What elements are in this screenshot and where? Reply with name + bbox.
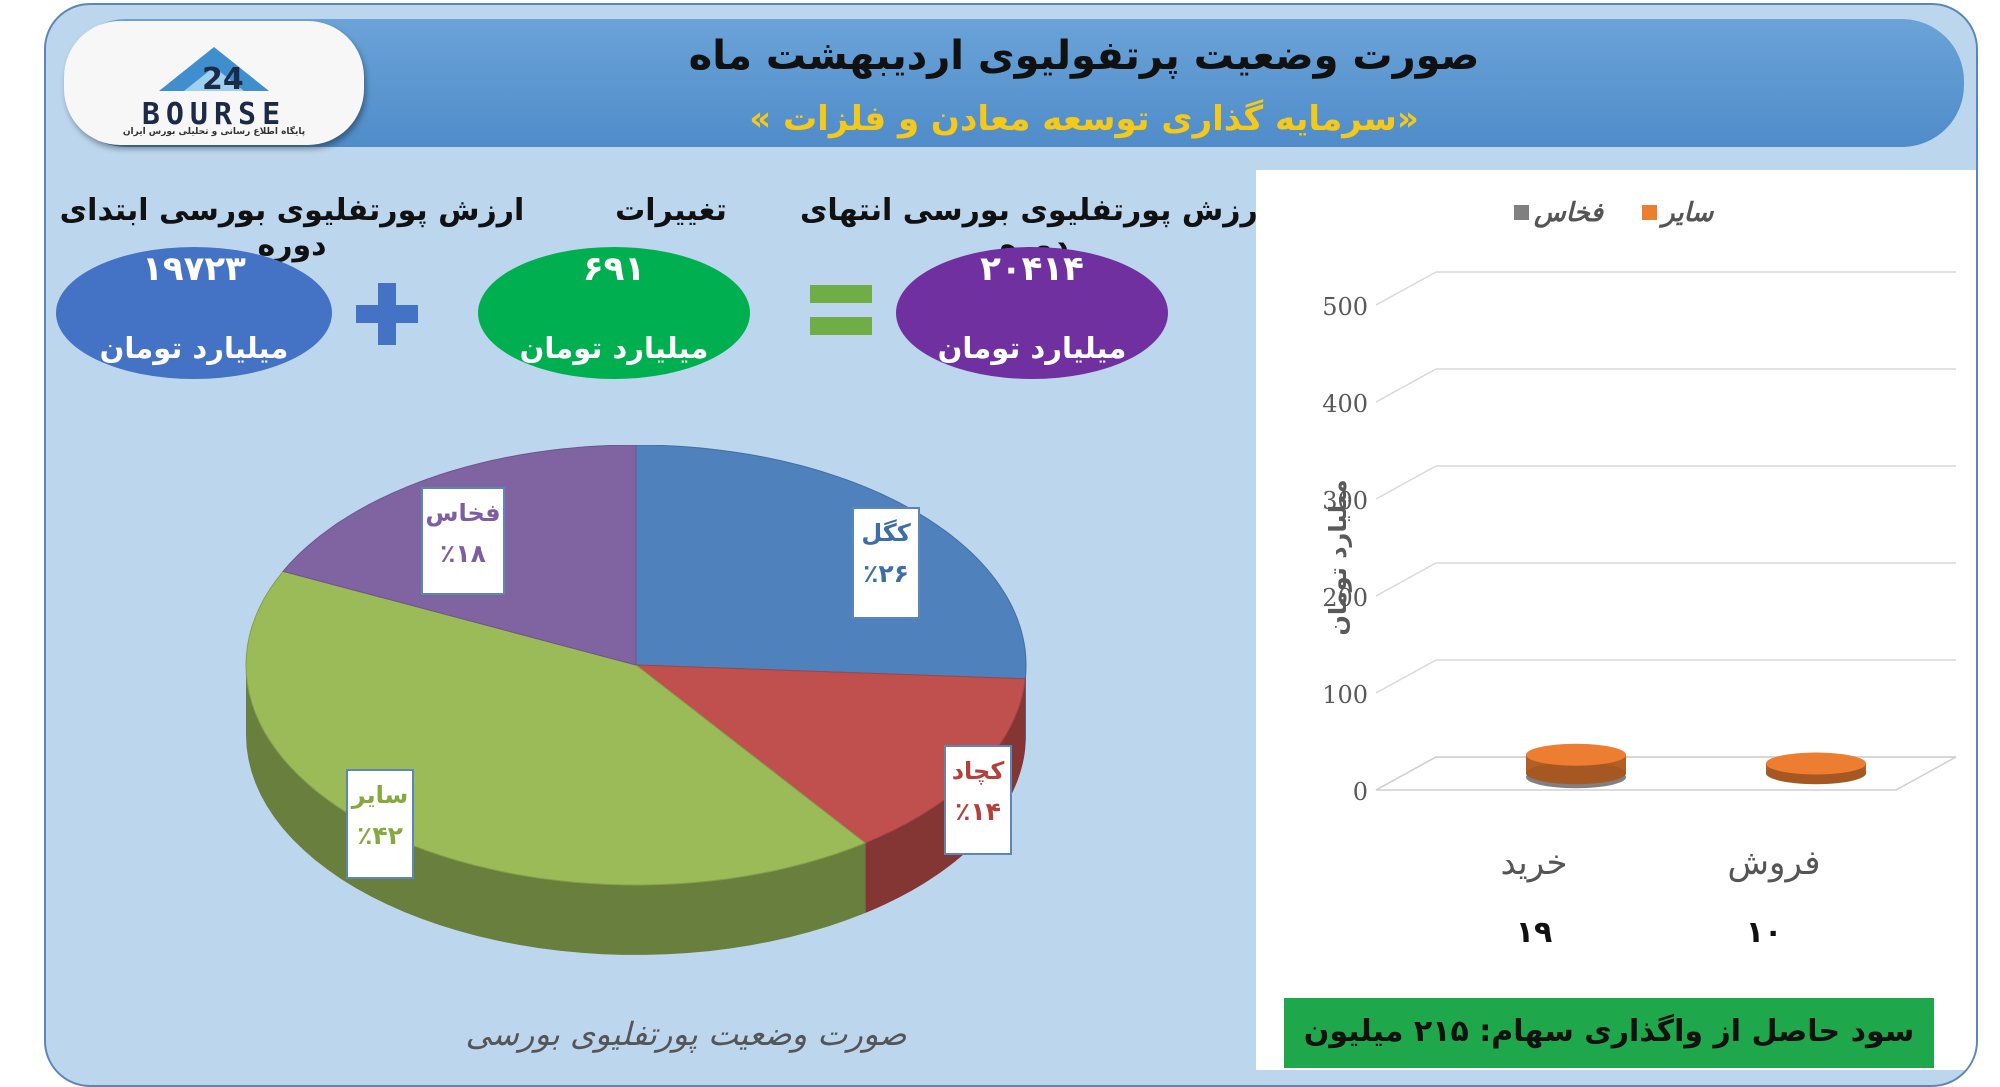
pie-caption: صورت وضعیت پورتفلیوی بورسی: [465, 1015, 907, 1053]
kpi-change-unit: میلیارد تومان: [519, 331, 709, 365]
category-kharid: خرید: [1500, 843, 1568, 883]
kpi-end-value: ۲۰۴۱۴: [980, 249, 1084, 289]
page-subtitle: «سرمایه گذاری توسعه معادن و فلزات »: [749, 99, 1419, 139]
kpi-start-value: ۱۹۷۲۳: [142, 249, 246, 289]
pie-label-fkhas-percent: ٪۱۸: [440, 539, 486, 568]
legend-swatch-sayer: [1642, 205, 1657, 220]
pie-side-2-0: [246, 665, 866, 955]
category-forush: فروش: [1727, 843, 1821, 883]
kpi-start-ellipse: ۱۹۷۲۳ میلیارد تومان: [56, 247, 332, 379]
kpi-start-label: ارزش پورتفلیوی بورسی ابتدای دوره: [59, 193, 525, 263]
bourse-logo: 24 BOURSE پایگاه اطلاع رسانی و تحلیلی بو…: [64, 21, 364, 145]
grid-slant-2: [1375, 562, 1437, 597]
y-axis-label: میلیارد تومان: [1324, 479, 1352, 635]
pie-label-kgol: کگل ٪۲۶: [852, 507, 920, 619]
kpi-end-ellipse: ۲۰۴۱۴ میلیارد تومان: [896, 247, 1168, 379]
legend-fkhas: فخاس: [1534, 198, 1603, 228]
ytick-label-2: 200: [1322, 584, 1368, 612]
header-bar: صورت وضعیت پرتفولیوی اردیبهشت ماه «سرمای…: [64, 19, 1964, 147]
pie-label-kchad: کچاد ٪۱۴: [944, 745, 1012, 855]
grid-slant-5: [1375, 271, 1437, 306]
equals-icon: [810, 285, 872, 335]
pie-side-0-0: [1025, 665, 1026, 749]
value-kharid: ۱۹: [1515, 915, 1553, 950]
pie-label-fkhas-name: فخاس: [425, 499, 501, 527]
kpi-change-label: تغییرات: [615, 193, 727, 228]
svg-text:24: 24: [202, 62, 244, 97]
trade-chart-panel: [1256, 170, 1976, 1070]
kpi-end-label: ارزش پورتفلیوی بورسی انتهای دوره: [799, 193, 1269, 263]
plus-icon: [356, 283, 418, 345]
logo-subtext: پایگاه اطلاع رسانی و تحلیلی بورس ایران: [122, 127, 306, 137]
logo-text: BOURSE: [141, 97, 287, 132]
dashboard-frame: صورت وضعیت پرتفولیوی اردیبهشت ماه «سرمای…: [44, 3, 1978, 1087]
pie-label-kgol-percent: ٪۲۶: [863, 559, 909, 588]
pie-label-sayer: سایر ٪۴۲: [346, 769, 414, 879]
grid-slant-3: [1375, 465, 1437, 500]
ytick-label-1: 100: [1322, 681, 1368, 709]
value-forush: ۱۰: [1745, 915, 1783, 950]
legend-swatch-fkhas: [1514, 205, 1529, 220]
legend-sayer: سایر: [1662, 198, 1714, 228]
kpi-start-unit: میلیارد تومان: [99, 331, 289, 365]
bar-sayer-bottom-0: [1526, 762, 1626, 785]
bar-sayer-top-0: [1526, 743, 1626, 766]
ytick-label-5: 500: [1322, 293, 1368, 321]
page-title: صورت وضعیت پرتفولیوی اردیبهشت ماه: [688, 33, 1480, 79]
bar-sayer-top-1: [1766, 752, 1866, 775]
pie-slice-0: [635, 445, 1027, 680]
pie-label-sayer-name: سایر: [351, 781, 409, 809]
pie-label-kchad-percent: ٪۱۴: [955, 797, 1001, 826]
pie-label-kgol-name: کگل: [861, 519, 911, 547]
ytick-label-4: 400: [1322, 390, 1368, 418]
kpi-change-value: ۶۹۱: [582, 249, 646, 289]
pie-side-1-0: [865, 678, 1026, 913]
kpi-end-unit: میلیارد تومان: [937, 331, 1127, 365]
chart-floor: [1375, 756, 1957, 791]
ytick-label-3: 300: [1322, 487, 1368, 515]
grid-slant-1: [1375, 659, 1437, 694]
logo-mark-icon: 24: [159, 47, 269, 97]
grid-slant-4: [1375, 368, 1437, 403]
kpi-change-ellipse: ۶۹۱ میلیارد تومان: [478, 247, 750, 379]
pie-label-kchad-name: کچاد: [951, 757, 1005, 785]
ytick-label-0: 0: [1353, 778, 1368, 806]
pie-label-sayer-percent: ٪۴۲: [357, 821, 403, 850]
profit-banner: سود حاصل از واگذاری سهام: ۲۱۵ میلیون توم…: [1284, 998, 1934, 1085]
pie-label-fkhas: فخاس ٪۱۸: [421, 487, 505, 595]
trade-bar-chart: 0 100 200 300 400 500 میلیارد تومان: [1322, 271, 1957, 806]
